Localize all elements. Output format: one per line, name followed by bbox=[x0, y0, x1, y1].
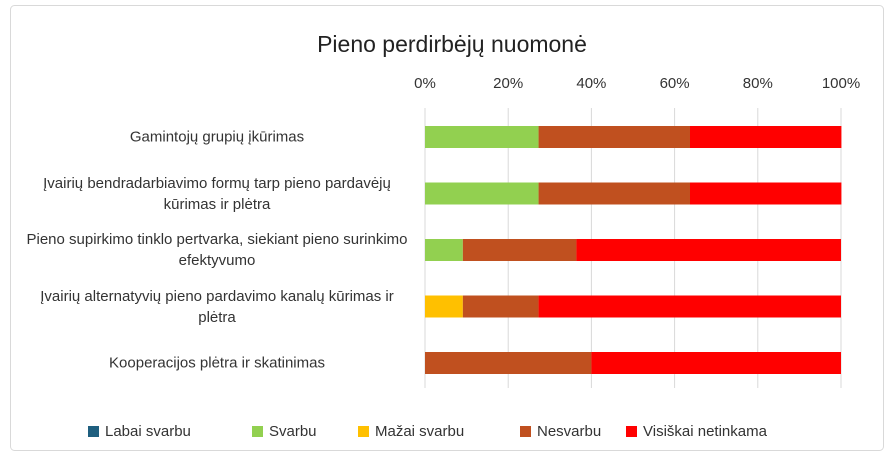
bar-segment bbox=[425, 352, 592, 374]
category-label: Įvairių bendradarbiavimo formų tarp pien… bbox=[43, 174, 391, 213]
bar-segment bbox=[425, 239, 463, 261]
legend-label: Svarbu bbox=[269, 423, 317, 440]
x-tick-label: 80% bbox=[743, 75, 773, 92]
legend-label: Labai svarbu bbox=[105, 423, 191, 440]
chart-frame bbox=[10, 5, 884, 451]
bar-segment bbox=[538, 126, 690, 148]
legend-label: Visiškai netinkama bbox=[643, 423, 768, 440]
bar-segment bbox=[462, 295, 539, 318]
bar-segment bbox=[425, 182, 539, 205]
bar-segment bbox=[689, 126, 842, 148]
bar-segment bbox=[538, 182, 690, 205]
legend-swatch bbox=[88, 426, 99, 437]
bar-segment bbox=[591, 352, 841, 374]
bar-segment bbox=[576, 239, 841, 261]
bar-segment bbox=[425, 126, 539, 148]
x-tick-label: 60% bbox=[660, 75, 690, 92]
x-tick-label: 20% bbox=[493, 75, 523, 92]
bar-segment bbox=[538, 295, 841, 318]
x-tick-label: 0% bbox=[414, 75, 436, 92]
legend-swatch bbox=[520, 426, 531, 437]
category-label: Gamintojų grupių įkūrimas bbox=[129, 128, 305, 146]
bar-segment bbox=[689, 182, 842, 205]
chart-title: Pieno perdirbėjų nuomonė bbox=[317, 31, 587, 57]
bar-segment bbox=[462, 239, 577, 261]
legend-label: Mažai svarbu bbox=[375, 423, 464, 440]
legend-label: Nesvarbu bbox=[537, 423, 601, 440]
category-label: Įvairių alternatyvių pieno pardavimo kan… bbox=[40, 287, 394, 326]
x-tick-label: 100% bbox=[822, 75, 860, 92]
legend-swatch bbox=[252, 426, 263, 437]
category-label: Pieno supirkimo tinklo pertvarka, siekia… bbox=[26, 231, 408, 269]
legend-swatch bbox=[358, 426, 369, 437]
x-tick-label: 40% bbox=[576, 75, 606, 92]
category-label: Kooperacijos plėtra ir skatinimas bbox=[109, 354, 325, 372]
legend-swatch bbox=[626, 426, 637, 437]
bar-segment bbox=[425, 295, 463, 318]
